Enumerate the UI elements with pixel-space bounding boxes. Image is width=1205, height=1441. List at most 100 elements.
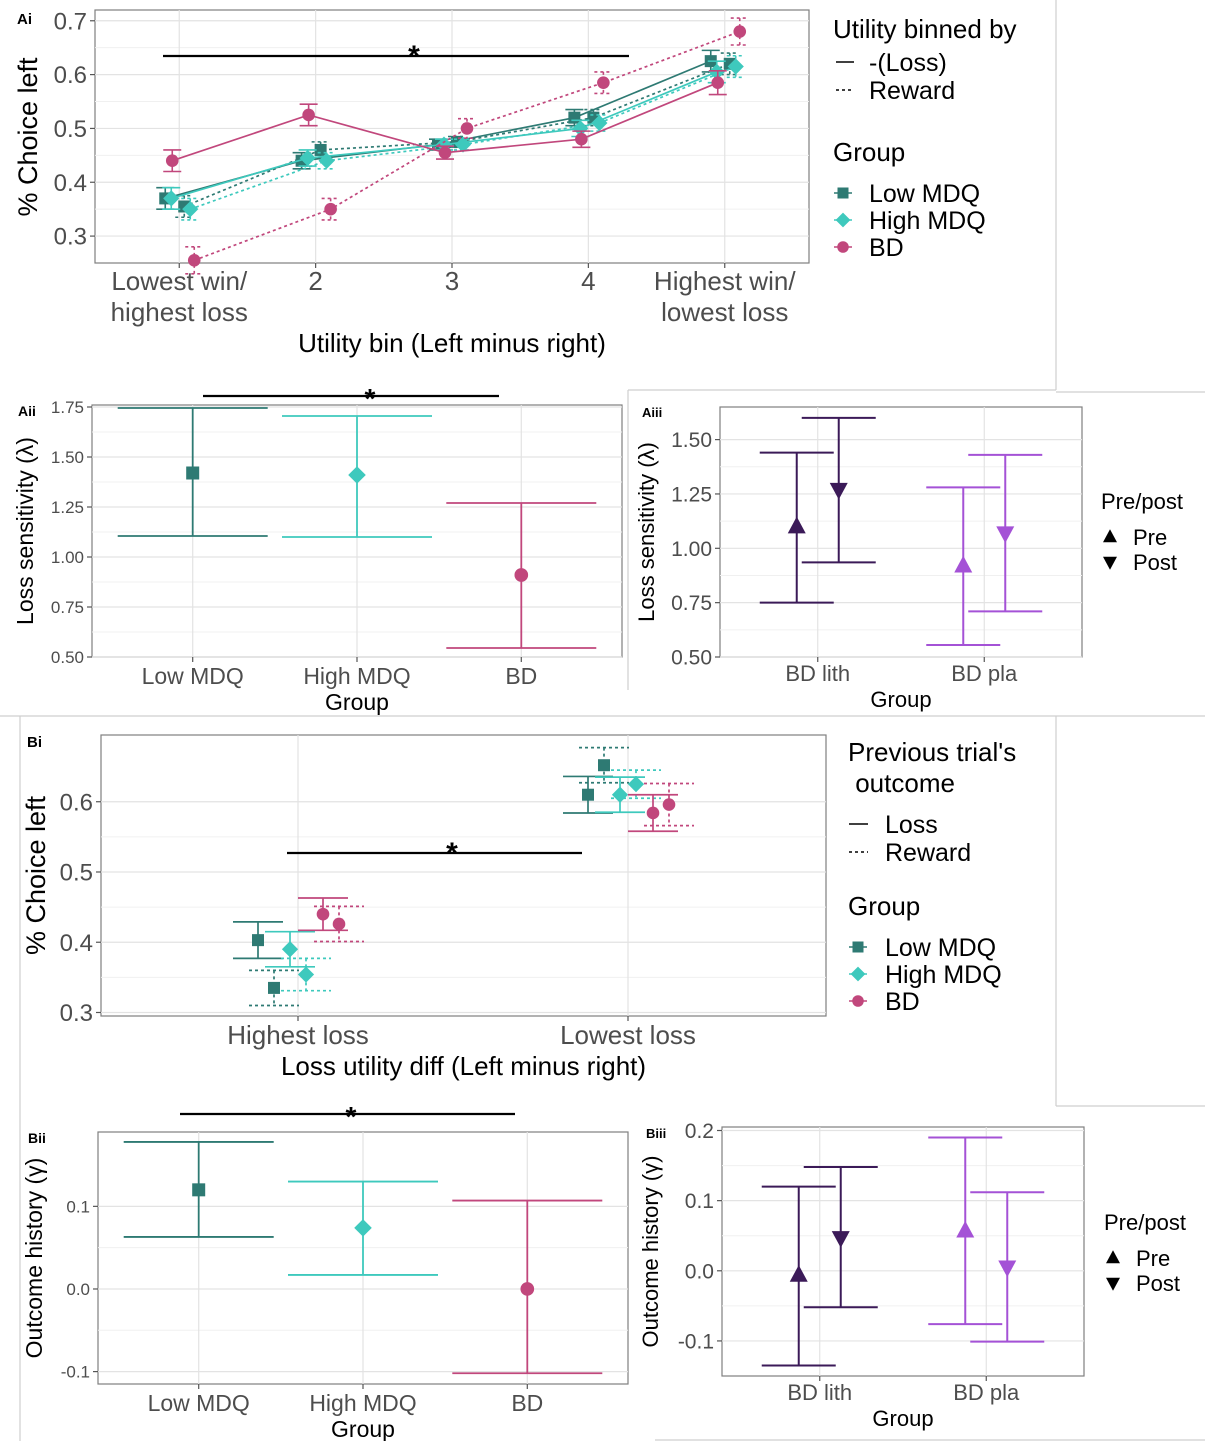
y-tick-label: 0.0: [685, 1260, 714, 1283]
data-point: [438, 146, 452, 159]
panel-label: Ai: [17, 11, 32, 28]
legend-marker: [852, 941, 864, 953]
legend-label: Low MDQ: [869, 180, 980, 208]
data-point: [299, 149, 316, 167]
data-point: [252, 934, 264, 947]
data-point: [316, 907, 330, 921]
y-tick-label: 0.50: [671, 647, 712, 670]
significance-marker: *: [408, 40, 420, 73]
y-tick-label: 0.1: [685, 1190, 714, 1213]
legend-marker: [1103, 556, 1117, 570]
data-point: [454, 136, 472, 153]
data-point: [998, 1260, 1017, 1278]
data-point: [733, 25, 747, 38]
y-axis-title: Loss sensitivity (λ): [634, 442, 659, 622]
legend-label: High MDQ: [869, 207, 986, 235]
x-tick-label: High MDQ: [309, 1390, 416, 1416]
data-point: [354, 1219, 372, 1237]
data-point: [332, 917, 346, 931]
legend-marker: [1103, 529, 1117, 543]
data-point: [789, 1265, 808, 1282]
x-tick-label: 3: [445, 266, 459, 296]
data-point: [514, 568, 529, 582]
y-tick-label: 0.3: [60, 1000, 93, 1027]
data-point: [182, 201, 199, 218]
y-tick-label: 0.50: [51, 648, 84, 667]
x-tick-label: 4: [581, 266, 595, 296]
y-tick-label: 0.4: [60, 930, 93, 957]
legend-label: BD: [869, 234, 904, 262]
y-tick-label: 1.75: [51, 398, 84, 417]
y-tick-label: -0.1: [61, 1363, 90, 1382]
panel-label: Bii: [28, 1130, 46, 1146]
x-axis-title: Utility bin (Left minus right): [298, 328, 606, 358]
x-axis-title: Group: [325, 689, 389, 715]
y-axis-title: % Choice left: [21, 795, 51, 955]
legend-label: Post: [1136, 1271, 1180, 1296]
legend-title: Group: [848, 891, 920, 921]
legend-marker: [850, 966, 866, 982]
data-point: [954, 555, 973, 573]
panel-label: Aii: [18, 403, 36, 419]
data-point: [591, 114, 608, 132]
panel-ai: 0.3 0.4 0.5 0.6 0.7 Lowest win/highest loss 2 3…: [13, 8, 1017, 358]
y-tick-label: 0.6: [60, 789, 93, 816]
data-point: [572, 120, 589, 137]
data-point: [627, 776, 645, 793]
x-tick-label: High MDQ: [303, 663, 410, 689]
data-point: [956, 1220, 975, 1238]
x-tick-label: Low MDQ: [142, 663, 244, 689]
significance-marker: *: [346, 1101, 357, 1132]
legend-label: -(Loss): [869, 49, 947, 77]
data-point: [163, 190, 180, 207]
y-tick-label: 0.4: [54, 170, 87, 197]
y-tick-label: 1.25: [51, 498, 84, 517]
y-tick-label: 1.25: [671, 484, 712, 507]
x-tick-label: Highest win/lowest loss: [654, 266, 796, 327]
y-tick-label: 0.3: [54, 224, 87, 251]
series-line: [193, 30, 741, 262]
data-point: [165, 154, 179, 168]
x-tick-label: Lowest loss: [560, 1020, 696, 1050]
data-point: [727, 58, 744, 75]
significance-marker: *: [446, 837, 458, 870]
data-point: [711, 76, 725, 89]
legend-title: Previous trial's outcome: [848, 737, 1016, 798]
y-axis-title: % Choice left: [13, 57, 43, 217]
data-point: [787, 516, 806, 534]
legend-label: Pre: [1136, 1246, 1170, 1271]
panel-label: Aiii: [642, 405, 662, 420]
panel-biii: -0.1 0.0 0.1 0.2 BD lith BD pla Group Outcome h…: [638, 1120, 1186, 1431]
legend-label: BD: [885, 988, 920, 1016]
panel-label: Bi: [27, 734, 42, 751]
x-tick-label: BD pla: [951, 661, 1018, 686]
data-point: [662, 798, 676, 811]
y-axis-title: Outcome history (γ): [638, 1156, 663, 1348]
legend-label: Reward: [885, 839, 971, 867]
y-tick-label: 1.50: [671, 429, 712, 452]
plot-area: [100, 734, 827, 1017]
y-tick-label: 0.75: [51, 598, 84, 617]
x-tick-label: Lowest win/highest loss: [111, 266, 248, 327]
legend-label: Post: [1133, 550, 1177, 575]
data-point: [520, 1282, 535, 1296]
y-tick-label: 1.00: [51, 548, 84, 567]
panel-aii: 0.50 0.75 1.00 1.25 1.50 1.75 Low MDQ High MDQ B…: [12, 383, 623, 715]
data-point: [324, 202, 337, 216]
x-tick-label: BD: [505, 663, 537, 689]
y-tick-label: 0.5: [60, 860, 93, 887]
data-point: [318, 152, 335, 169]
y-tick-label: 1.00: [671, 538, 712, 561]
legend-marker: [1106, 1277, 1120, 1291]
data-point: [187, 254, 201, 267]
data-point: [582, 788, 594, 801]
data-point: [829, 482, 848, 500]
legend-label: Pre: [1133, 525, 1167, 550]
legend-title: Utility binned by: [833, 14, 1017, 44]
data-point: [597, 76, 610, 89]
x-axis-title: Group: [870, 687, 931, 712]
legend-label: Loss: [885, 811, 938, 839]
legend-label: Reward: [869, 77, 955, 105]
x-tick-label: Highest loss: [227, 1020, 369, 1050]
y-tick-label: 0.7: [54, 8, 87, 35]
